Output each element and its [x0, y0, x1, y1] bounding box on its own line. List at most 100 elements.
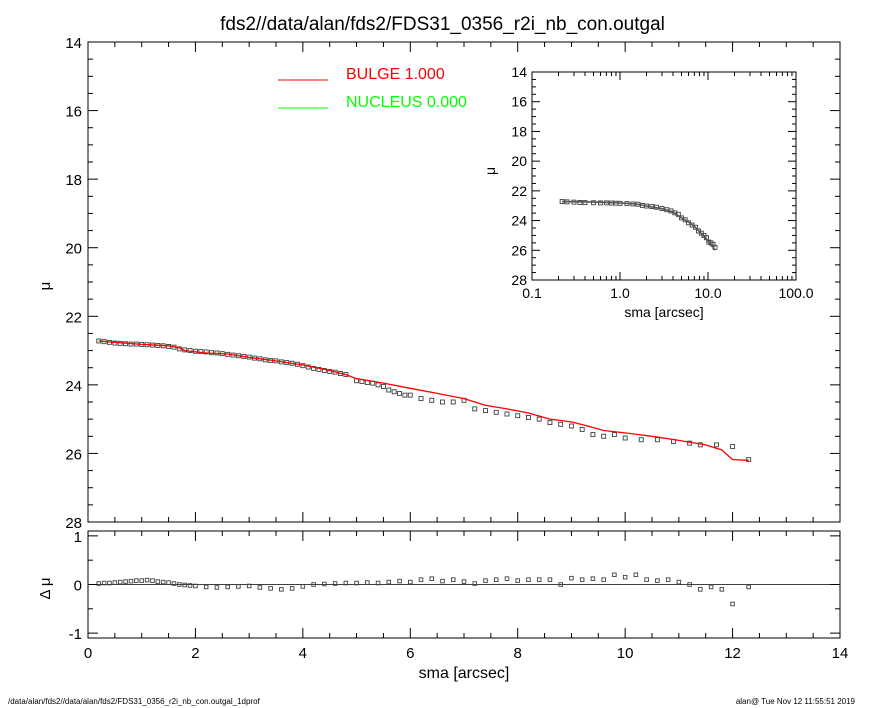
residual-point — [134, 578, 139, 583]
main-y-tick-label: 28 — [65, 515, 82, 532]
inset-y-tick-label: 14 — [511, 64, 527, 80]
data-point — [611, 432, 617, 438]
inset-y-tick-label: 16 — [511, 94, 527, 110]
legend-label-bulge: BULGE 1.000 — [346, 66, 445, 83]
data-point — [316, 366, 322, 372]
data-point — [526, 414, 531, 420]
inset-y-tick-label: 22 — [511, 183, 527, 199]
chart-title: fds2//data/alan/fds2/FDS31_0356_r2i_nb_c… — [220, 14, 665, 35]
data-point — [483, 408, 488, 414]
data-point — [472, 406, 478, 412]
residual-point — [644, 577, 649, 582]
main-y-tick-label: 14 — [65, 35, 82, 52]
data-point — [407, 392, 413, 398]
x-tick-label: 2 — [191, 645, 199, 662]
inset-data-point — [682, 217, 688, 223]
main-y-axis-label: μ — [37, 282, 54, 291]
inset-y-axis-label: μ — [482, 167, 498, 175]
residual-point — [676, 579, 682, 585]
residual-point — [665, 577, 671, 582]
inset-x-tick-label: 10.0 — [694, 285, 721, 301]
residual-point — [107, 580, 112, 586]
data-point — [440, 399, 445, 405]
data-point — [418, 396, 424, 402]
data-point — [654, 437, 660, 443]
residual-point — [633, 572, 639, 578]
residual-point — [166, 580, 171, 585]
residual-point — [150, 578, 155, 583]
inset-model-line — [562, 200, 716, 251]
main-y-tick-label: 16 — [65, 104, 82, 121]
data-point — [375, 382, 381, 388]
residual-point — [365, 580, 370, 585]
x-tick-label: 8 — [514, 645, 522, 662]
residual-point — [177, 582, 182, 587]
residual-point — [246, 583, 252, 589]
data-point — [493, 409, 499, 415]
residual-y-axis-label: Δ μ — [37, 577, 54, 599]
inset-y-tick-label: 28 — [511, 272, 527, 288]
residual-point — [655, 578, 660, 583]
data-point — [429, 397, 435, 403]
x-axis-label: sma [arcsec] — [419, 665, 510, 682]
data-point — [579, 426, 585, 432]
residual-y-tick-label: 1 — [74, 529, 82, 546]
data-point — [386, 387, 392, 393]
data-point — [397, 390, 402, 396]
data-point — [402, 392, 408, 398]
inset-y-tick-label: 24 — [511, 213, 527, 229]
data-point — [730, 444, 736, 450]
data-point — [391, 389, 397, 395]
data-point — [311, 365, 317, 371]
main-y-tick-label: 18 — [65, 172, 82, 189]
data-point — [547, 420, 553, 426]
residual-point — [386, 579, 392, 585]
residual-point — [214, 585, 220, 590]
residual-point — [155, 579, 161, 584]
residual-point — [730, 601, 735, 607]
x-tick-label: 12 — [724, 645, 741, 662]
data-point — [714, 442, 719, 448]
data-point — [203, 349, 209, 355]
residual-point — [719, 587, 725, 592]
residual-point — [569, 575, 574, 581]
footer-file-path: /data/alan/fds2//data/alan/fds2/FDS31_03… — [8, 697, 260, 706]
data-point — [536, 416, 542, 422]
inset-y-tick-label: 20 — [511, 153, 527, 169]
data-point — [515, 413, 521, 419]
inset-plot-frame — [531, 71, 797, 281]
residual-point — [526, 577, 531, 582]
main-y-tick-label: 24 — [65, 378, 82, 395]
residual-point — [343, 580, 349, 586]
residual-point — [300, 584, 306, 589]
residual-point — [440, 578, 445, 584]
residual-point — [536, 577, 542, 582]
residual-point — [193, 583, 198, 589]
residual-point — [601, 577, 606, 582]
residual-point — [579, 577, 585, 582]
residual-point — [187, 583, 193, 588]
residual-point — [225, 584, 230, 590]
legend-label-nucleus: NUCLEUS 0.000 — [346, 94, 467, 111]
residual-point — [171, 581, 177, 586]
residual-point — [493, 577, 499, 582]
residual-point — [504, 576, 510, 581]
residual-point — [547, 577, 553, 582]
residual-point — [236, 584, 241, 589]
inset-x-tick-label: 0.1 — [522, 285, 542, 301]
residual-point — [160, 579, 166, 585]
x-tick-label: 10 — [617, 645, 634, 662]
x-tick-label: 0 — [84, 645, 92, 662]
residual-point — [418, 577, 424, 582]
data-point — [558, 421, 564, 427]
data-point — [622, 435, 628, 441]
residual-point — [429, 576, 435, 581]
inset-x-axis-label: sma [arcsec] — [624, 304, 703, 320]
data-point — [568, 423, 574, 429]
footer-timestamp: alan@ Tue Nov 12 11:55:51 2019 — [735, 697, 855, 706]
residual-point — [289, 586, 295, 591]
inset-x-tick-label: 1.0 — [610, 285, 630, 301]
residual-point — [397, 578, 402, 584]
data-point — [638, 437, 644, 443]
